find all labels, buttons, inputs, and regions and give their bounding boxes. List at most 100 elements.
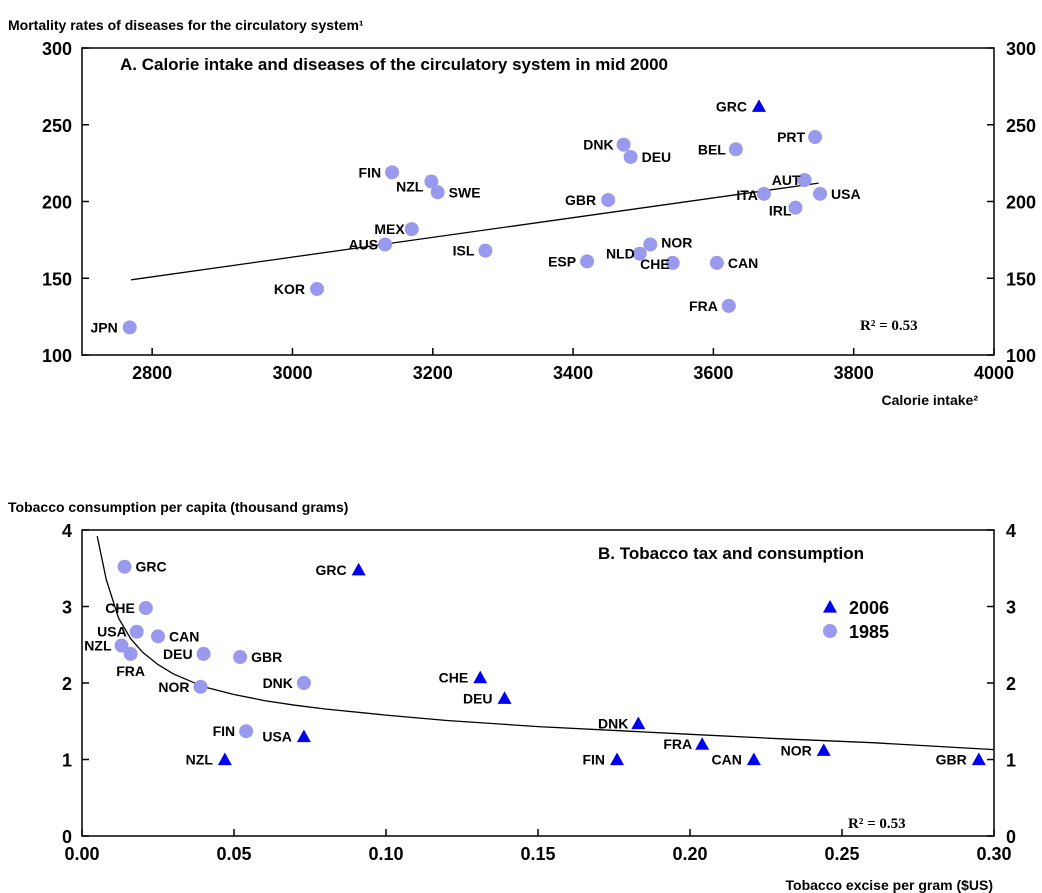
b-ytick-right-label: 2 <box>1006 674 1016 694</box>
legend-label-2006: 2006 <box>849 598 889 618</box>
data-point-triangle-nzl <box>217 752 232 766</box>
a-xtick-label: 4000 <box>974 363 1014 383</box>
point-label-irl: IRL <box>769 203 792 219</box>
a-ytick-left-label: 200 <box>42 193 72 213</box>
b-xtick-label: 0.15 <box>520 844 555 864</box>
point-label-usa: USA <box>262 729 292 745</box>
b-xtick-label: 0.20 <box>672 844 707 864</box>
point-label-fin: FIN <box>359 164 382 180</box>
data-point-circle-jpn <box>122 320 137 335</box>
data-point-circle-nor <box>643 237 658 252</box>
point-label-can: CAN <box>169 628 199 644</box>
a-xtick-label: 2800 <box>132 363 172 383</box>
point-label-can: CAN <box>711 752 741 768</box>
point-label-grc: GRC <box>136 559 167 575</box>
panel-b-axes: 0 0 1 1 2 2 3 3 4 4 0.00 0.05 0.10 0.15 0.20 0.25 0.30 <box>62 521 1016 864</box>
b-ytick-left-label: 2 <box>62 674 72 694</box>
data-point-circle-che <box>665 255 680 270</box>
point-label-gbr: GBR <box>936 752 967 768</box>
data-point-circle-nzl <box>424 174 439 189</box>
data-point-triangle-grc <box>751 99 766 112</box>
data-point-triangle-nor <box>816 743 831 756</box>
data-point-circle-mex <box>404 222 419 237</box>
data-point-triangle-usa <box>296 729 311 743</box>
data-point-circle-aus <box>378 237 393 252</box>
point-label-bel: BEL <box>698 141 726 157</box>
panel-b-trendline-group <box>96 535 995 751</box>
b-ytick-left-label: 3 <box>62 598 72 618</box>
data-point-circle-dnk <box>296 676 311 690</box>
data-point-circle-fra <box>721 298 736 313</box>
data-point-circle-ita <box>756 186 771 201</box>
a-ytick-right-label: 250 <box>1006 116 1036 136</box>
data-point-circle-gbr <box>233 649 248 664</box>
point-label-nzl: NZL <box>396 179 424 195</box>
point-label-can: CAN <box>728 255 758 271</box>
data-point-circle-nld <box>632 246 647 261</box>
data-point-triangle-dnk <box>631 716 646 730</box>
a-ytick-left-label: 100 <box>42 346 72 366</box>
b-xtick-label: 0.25 <box>824 844 859 864</box>
data-point-circle-gbr <box>601 192 616 207</box>
point-label-grc: GRC <box>716 98 747 114</box>
data-point-circle-grc <box>117 559 132 574</box>
point-label-che: CHE <box>439 670 469 686</box>
b-xtick-label: 0.05 <box>216 844 251 864</box>
data-point-triangle-grc <box>351 562 366 576</box>
panel-a-r2-annotation: R² = 0.53 <box>860 318 918 334</box>
data-point-circle-swe <box>430 185 445 200</box>
panel-b-r2-annotation: R² = 0.53 <box>848 816 906 832</box>
panel-a-x-axis-label: Calorie intake² <box>882 392 979 408</box>
point-label-swe: SWE <box>449 184 481 200</box>
a-ytick-left-label: 150 <box>42 269 72 289</box>
data-point-circle-can <box>151 629 165 644</box>
a-ytick-left-label: 250 <box>42 116 72 136</box>
panel-a-r2-label: R² = <box>860 318 888 334</box>
point-label-gbr: GBR <box>251 649 282 665</box>
b-xtick-label: 0.10 <box>368 844 403 864</box>
point-label-ita: ITA <box>736 187 758 203</box>
a-xtick-label: 3600 <box>693 363 733 383</box>
data-point-circle-fra <box>123 646 138 661</box>
b-trendline <box>96 535 995 751</box>
point-label-dnk: DNK <box>583 137 613 153</box>
b-ytick-right-label: 3 <box>1006 598 1016 618</box>
panel-b-x-axis-label: Tobacco excise per gram ($US) <box>786 877 993 893</box>
panel-b-r2-label: R² = <box>848 816 876 832</box>
point-label-aus: AUS <box>349 236 379 252</box>
a-ytick-right-label: 100 <box>1006 346 1036 366</box>
data-point-circle-deu <box>623 149 638 164</box>
panel-b-r2-value: 0.53 <box>879 816 905 832</box>
chart-panel-a: Mortality rates of diseases for the circ… <box>8 17 1036 408</box>
point-label-che: CHE <box>105 600 135 616</box>
data-point-circle-isl <box>478 243 493 258</box>
data-point-triangle-fra <box>695 737 710 750</box>
a-xtick-label: 3800 <box>834 363 874 383</box>
b-xtick-label: 0.00 <box>64 844 99 864</box>
point-label-nzl: NZL <box>84 638 112 654</box>
point-label-dnk: DNK <box>598 716 628 732</box>
data-point-circle-che <box>138 601 153 616</box>
point-label-isl: ISL <box>453 243 475 259</box>
point-label-deu: DEU <box>163 646 193 662</box>
legend-label-1985: 1985 <box>849 622 889 642</box>
point-label-deu: DEU <box>463 690 493 706</box>
a-ytick-right-label: 150 <box>1006 269 1036 289</box>
data-point-circle-kor <box>310 281 325 296</box>
b-ytick-right-label: 1 <box>1006 751 1016 771</box>
point-label-grc: GRC <box>316 562 347 578</box>
chart-panel-b: Tobacco consumption per capita (thousand… <box>8 499 1016 893</box>
data-point-circle-prt <box>808 130 823 145</box>
point-label-gbr: GBR <box>565 192 596 208</box>
point-label-nor: NOR <box>781 742 812 758</box>
panel-b-title: B. Tobacco tax and consumption <box>598 544 864 563</box>
point-label-dnk: DNK <box>263 675 293 691</box>
legend-marker-circle <box>823 624 837 638</box>
data-point-circle-usa <box>129 624 144 639</box>
a-ytick-right-label: 300 <box>1006 39 1036 59</box>
data-point-triangle-can <box>746 752 761 766</box>
point-label-fra: FRA <box>663 736 692 752</box>
a-xtick-label: 3000 <box>272 363 312 383</box>
